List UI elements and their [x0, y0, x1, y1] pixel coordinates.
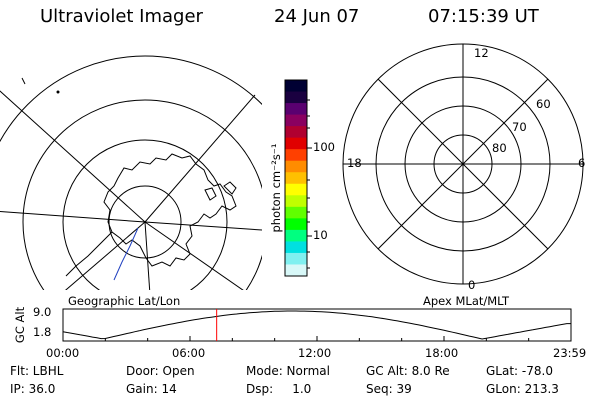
colorbar-segment	[285, 160, 307, 173]
geographic-map	[0, 55, 262, 290]
colorbar-segment	[285, 206, 307, 219]
altitude-ymax: 9.0	[33, 305, 52, 319]
altitude-xtick-0: 00:00	[46, 346, 80, 360]
altitude-plot	[62, 308, 572, 342]
altitude-xtick-1: 06:00	[172, 346, 206, 360]
colorbar-unit-label: photon cm⁻²s⁻¹	[269, 143, 283, 233]
status-ip: IP: 36.0	[10, 382, 56, 396]
mlt-label-12: 12	[474, 46, 489, 60]
meridian-line	[144, 221, 151, 290]
status-seq: Seq: 39	[366, 382, 412, 396]
colorbar-tick-100: 100	[313, 140, 335, 154]
status-mode: Mode: Normal	[246, 364, 330, 378]
altitude-xtick-2: 12:00	[298, 346, 332, 360]
meridian-line	[0, 90, 146, 223]
lat-circle-inner	[108, 185, 182, 259]
colorbar-segment	[285, 91, 307, 104]
mlt-label-0: 0	[468, 278, 476, 292]
map-dot	[56, 90, 60, 94]
peninsula-coastline	[65, 231, 113, 277]
status-glat: GLat: -78.0	[486, 364, 553, 378]
colorbar-segment	[285, 172, 307, 185]
meridian-line	[0, 210, 146, 223]
antarctica-coastline	[103, 153, 237, 267]
colorbar-tick-10: 10	[313, 228, 328, 242]
colorbar-segment	[285, 252, 307, 265]
geographic-map-label: Geographic Lat/Lon	[68, 294, 181, 308]
altitude-ymin: 1.8	[33, 325, 52, 339]
status-flt: Flt: LBHL	[10, 364, 64, 378]
colorbar-segment	[285, 114, 307, 127]
polar-mlt-plot	[342, 43, 584, 285]
colorbar-segment	[285, 229, 307, 242]
island-coastline	[204, 187, 217, 201]
colorbar-segment	[285, 137, 307, 150]
colorbar-segment	[285, 264, 307, 277]
colorbar-segment	[285, 149, 307, 162]
colorbar	[284, 79, 312, 277]
colorbar-segment	[285, 103, 307, 116]
colorbar-segment	[285, 241, 307, 254]
altitude-ylabel: GC Alt	[13, 306, 27, 344]
apex-map-label: Apex MLat/MLT	[423, 294, 510, 308]
observation-date: 24 Jun 07	[274, 6, 360, 27]
mlat-label-80: 80	[492, 141, 507, 155]
lat-circle-edge	[0, 55, 262, 143]
observation-time: 07:15:39 UT	[428, 6, 539, 27]
altitude-xtick-3: 18:00	[425, 346, 459, 360]
mlat-label-70: 70	[512, 120, 527, 134]
meridian-line	[144, 94, 256, 223]
mlt-label-6: 6	[578, 156, 586, 170]
colorbar-segment	[285, 218, 307, 231]
coastline-fragment	[21, 77, 26, 85]
island-coastline	[223, 181, 237, 195]
colorbar-segment	[285, 195, 307, 208]
status-gc-alt: GC Alt: 8.0 Re	[366, 364, 450, 378]
meridian-line	[144, 221, 244, 290]
mlt-label-18: 18	[347, 156, 362, 170]
mlt-diagonal	[377, 78, 549, 250]
status-dsp: Dsp: 1.0	[246, 382, 312, 396]
satellite-ground-track	[113, 227, 139, 281]
altitude-xtick-4: 23:59	[553, 346, 587, 360]
status-gain: Gain: 14	[126, 382, 177, 396]
colorbar-segment	[285, 183, 307, 196]
colorbar-segment	[285, 80, 307, 93]
meridian-line	[65, 221, 146, 290]
lat-circle-mid	[62, 139, 228, 290]
colorbar-segment	[285, 126, 307, 139]
meridian-line	[144, 221, 262, 231]
status-door: Door: Open	[126, 364, 195, 378]
lat-circle-outer	[22, 99, 262, 290]
altitude-curve	[62, 310, 571, 340]
status-glon: GLon: 213.3	[486, 382, 559, 396]
instrument-title: Ultraviolet Imager	[40, 6, 203, 27]
mlat-label-60: 60	[536, 97, 551, 111]
